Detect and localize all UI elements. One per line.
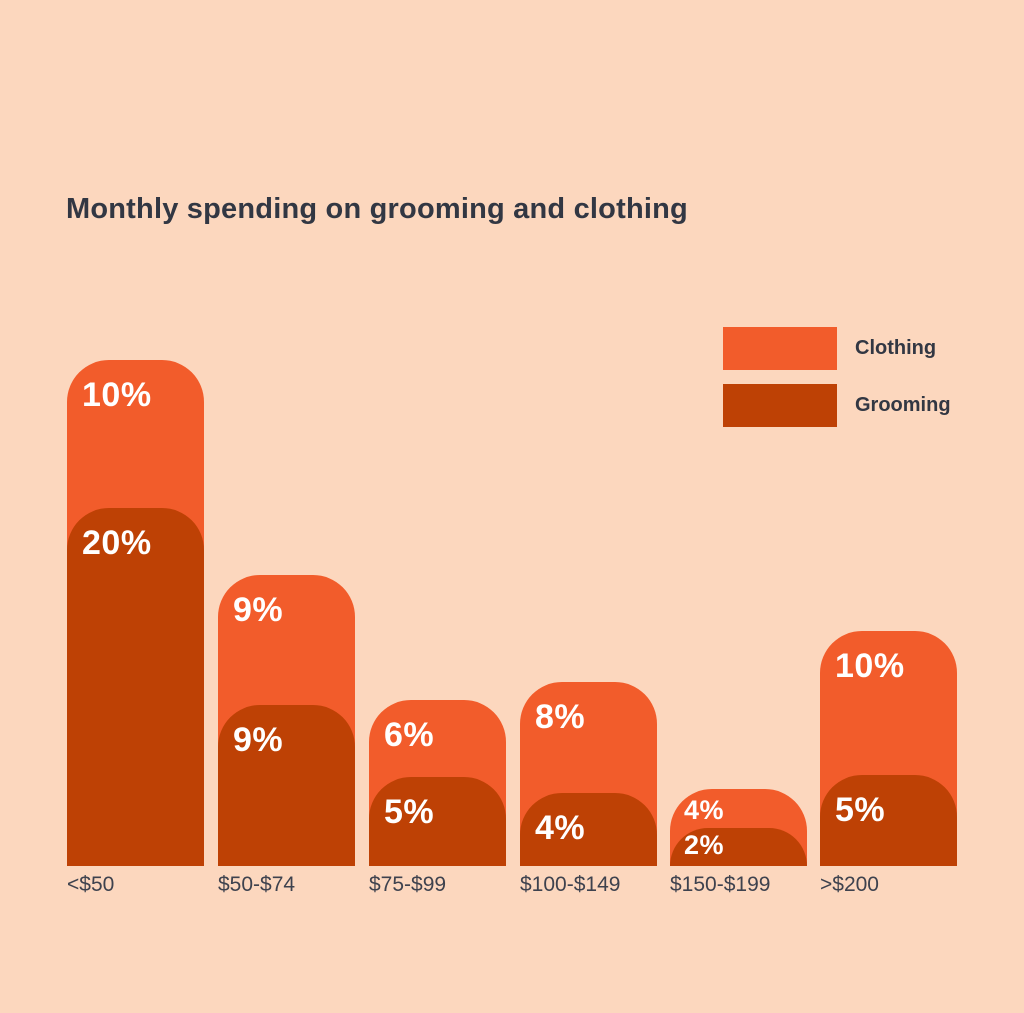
value-label-clothing-4: 4% (684, 795, 725, 825)
axis-label-0: <$50 (67, 873, 115, 896)
bar-grooming-1: 9% (218, 705, 355, 866)
value-label-grooming-4: 2% (684, 830, 725, 860)
value-label-grooming-3: 4% (535, 809, 586, 847)
axis-label-5: >$200 (820, 873, 879, 896)
legend-label-grooming: Grooming (855, 394, 951, 416)
legend-item-clothing: Clothing (723, 327, 951, 370)
axis-label-3: $100-$149 (520, 873, 621, 896)
value-label-grooming-5: 5% (835, 791, 886, 829)
value-label-clothing-3: 8% (535, 698, 586, 736)
chart-title: Monthly spending on grooming and clothin… (66, 193, 688, 225)
value-label-clothing-2: 6% (384, 716, 435, 754)
grooming-swatch-icon (723, 384, 837, 427)
value-label-grooming-0: 20% (82, 524, 152, 562)
bar-grooming-4: 2% (670, 828, 807, 866)
axis-label-4: $150-$199 (670, 873, 771, 896)
axis-label-2: $75-$99 (369, 873, 447, 896)
value-label-clothing-0: 10% (82, 376, 152, 414)
value-label-clothing-5: 10% (835, 647, 905, 685)
bar-grooming-3: 4% (520, 793, 657, 866)
legend: Clothing Grooming (723, 327, 951, 441)
bar-grooming-0: 20% (67, 508, 204, 866)
value-label-grooming-1: 9% (233, 721, 284, 759)
legend-item-grooming: Grooming (723, 384, 951, 427)
value-label-grooming-2: 5% (384, 793, 435, 831)
legend-label-clothing: Clothing (855, 337, 937, 359)
axis-label-1: $50-$74 (218, 873, 296, 896)
bar-grooming-5: 5% (820, 775, 957, 866)
clothing-swatch-icon (723, 327, 837, 370)
value-label-clothing-1: 9% (233, 591, 284, 629)
bar-grooming-2: 5% (369, 777, 506, 866)
